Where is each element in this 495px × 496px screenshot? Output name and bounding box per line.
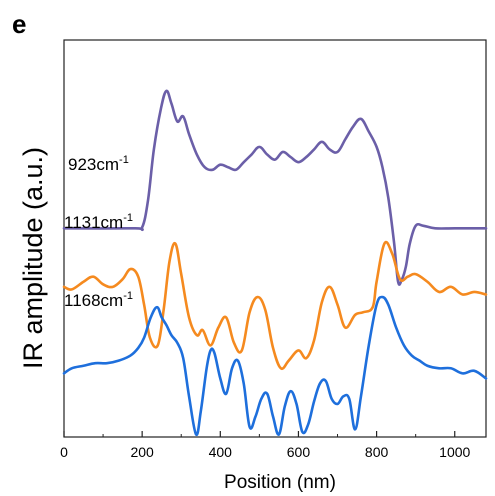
series-line-923 (62, 89, 488, 286)
x-tick-label: 800 (365, 444, 389, 460)
x-tick-label: 400 (209, 444, 233, 460)
series-lines (62, 89, 488, 437)
x-tick-label: 0 (60, 444, 68, 460)
series-line-1168 (62, 295, 488, 437)
x-axis-ticks: 0 200 400 600 800 1000 (60, 431, 471, 460)
series-labels: 923cm-1 1131cm-1 1168cm-1 (64, 154, 133, 310)
y-axis-title: IR amplitude (a.u.) (18, 147, 48, 369)
plot-frame (63, 39, 487, 438)
x-tick-label: 1000 (439, 444, 470, 460)
x-tick-label: 600 (287, 444, 311, 460)
series-line-1131 (62, 240, 488, 371)
panel-letter: e (12, 9, 26, 39)
x-axis-title: Position (nm) (224, 472, 336, 493)
x-tick-label: 200 (130, 444, 154, 460)
series-label-1168: 1168cm-1 (64, 290, 133, 310)
series-label-1131: 1131cm-1 (64, 212, 133, 232)
series-label-923: 923cm-1 (68, 154, 129, 174)
